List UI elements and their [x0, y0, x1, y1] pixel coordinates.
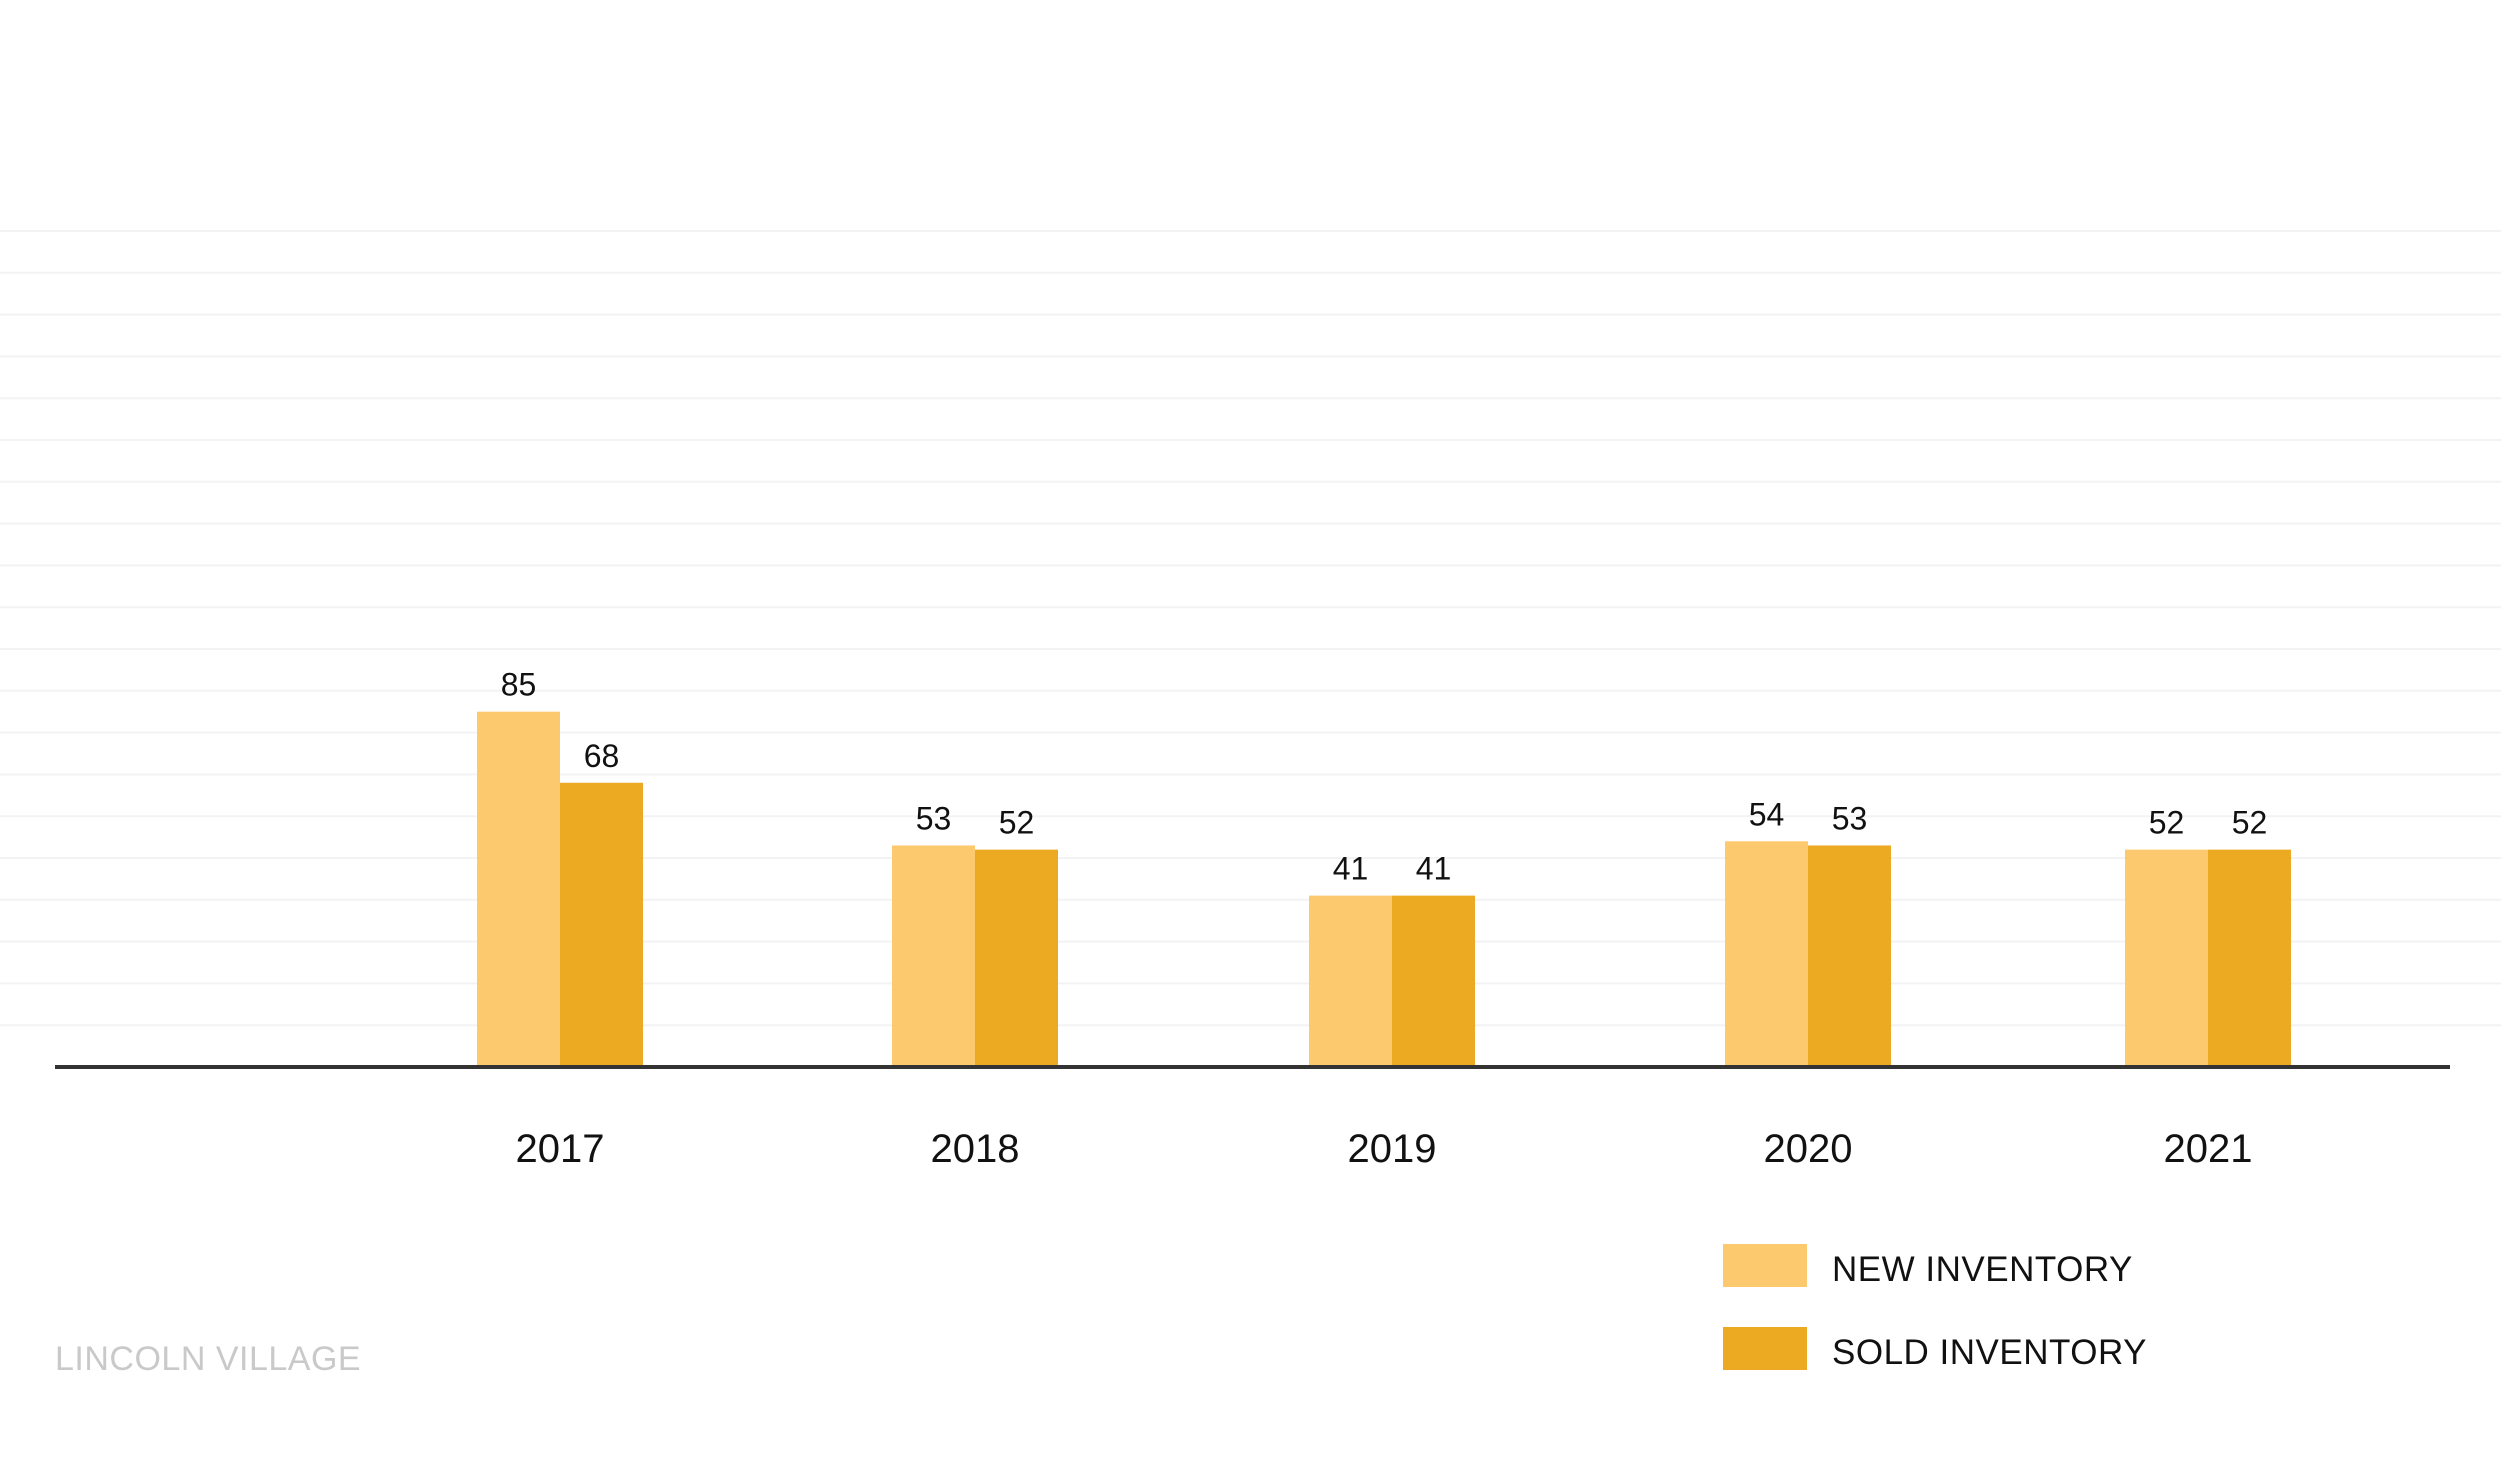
bar-new-2019	[1309, 895, 1392, 1067]
bar-new-2017	[477, 711, 560, 1067]
x-tick-label-2019: 2019	[1348, 1127, 1437, 1171]
bar-sold-2019	[1392, 895, 1475, 1067]
bar-new-2021	[2125, 849, 2208, 1067]
legend-label-new: NEW INVENTORY	[1832, 1250, 2133, 1289]
value-label-sold-2017: 68	[584, 738, 620, 774]
x-tick-label-2018: 2018	[931, 1127, 1020, 1171]
value-labels: 85 68 53 52 41 41 54 53 52 52	[501, 667, 2268, 887]
x-tick-labels: 2017 2018 2019 2020 2021	[516, 1127, 2253, 1171]
bars	[477, 711, 2291, 1067]
value-label-new-2017: 85	[501, 667, 537, 703]
bar-new-2020	[1725, 841, 1808, 1067]
legend-swatch-new	[1723, 1244, 1807, 1287]
legend: NEW INVENTORY SOLD INVENTORY	[1723, 1244, 2147, 1372]
value-label-sold-2019: 41	[1416, 851, 1452, 887]
footer-label: LINCOLN VILLAGE	[55, 1340, 361, 1378]
legend-swatch-sold	[1723, 1327, 1807, 1370]
bar-new-2018	[892, 845, 975, 1067]
bar-sold-2017	[560, 782, 643, 1067]
value-label-new-2020: 54	[1749, 796, 1785, 832]
gridlines	[0, 230, 2501, 1027]
x-tick-label-2021: 2021	[2164, 1127, 2253, 1171]
value-label-new-2021: 52	[2149, 805, 2185, 841]
value-label-sold-2020: 53	[1832, 800, 1868, 836]
value-label-new-2019: 41	[1333, 851, 1369, 887]
bar-sold-2020	[1808, 845, 1891, 1067]
x-tick-label-2017: 2017	[516, 1127, 605, 1171]
bar-sold-2021	[2208, 849, 2291, 1067]
bar-sold-2018	[975, 849, 1058, 1067]
legend-label-sold: SOLD INVENTORY	[1832, 1333, 2147, 1372]
value-label-new-2018: 53	[916, 800, 952, 836]
value-label-sold-2018: 52	[999, 805, 1035, 841]
value-label-sold-2021: 52	[2232, 805, 2268, 841]
x-tick-label-2020: 2020	[1764, 1127, 1853, 1171]
